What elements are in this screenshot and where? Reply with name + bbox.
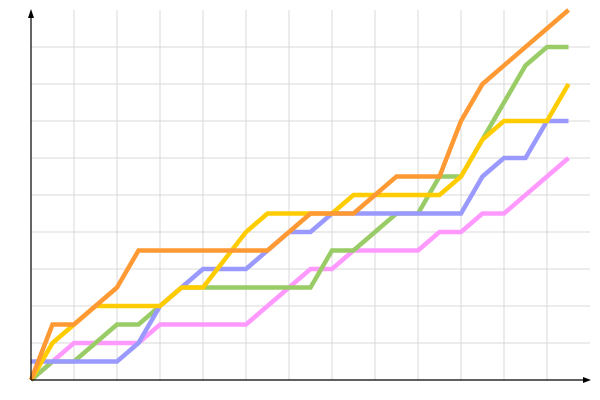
grid — [31, 10, 590, 380]
y-axis-arrow — [28, 9, 34, 18]
axes — [28, 9, 591, 383]
series-lines — [28, 8, 571, 382]
series-line-5 — [28, 8, 570, 381]
x-axis-arrow — [583, 377, 591, 383]
series-line-3 — [31, 118, 569, 364]
